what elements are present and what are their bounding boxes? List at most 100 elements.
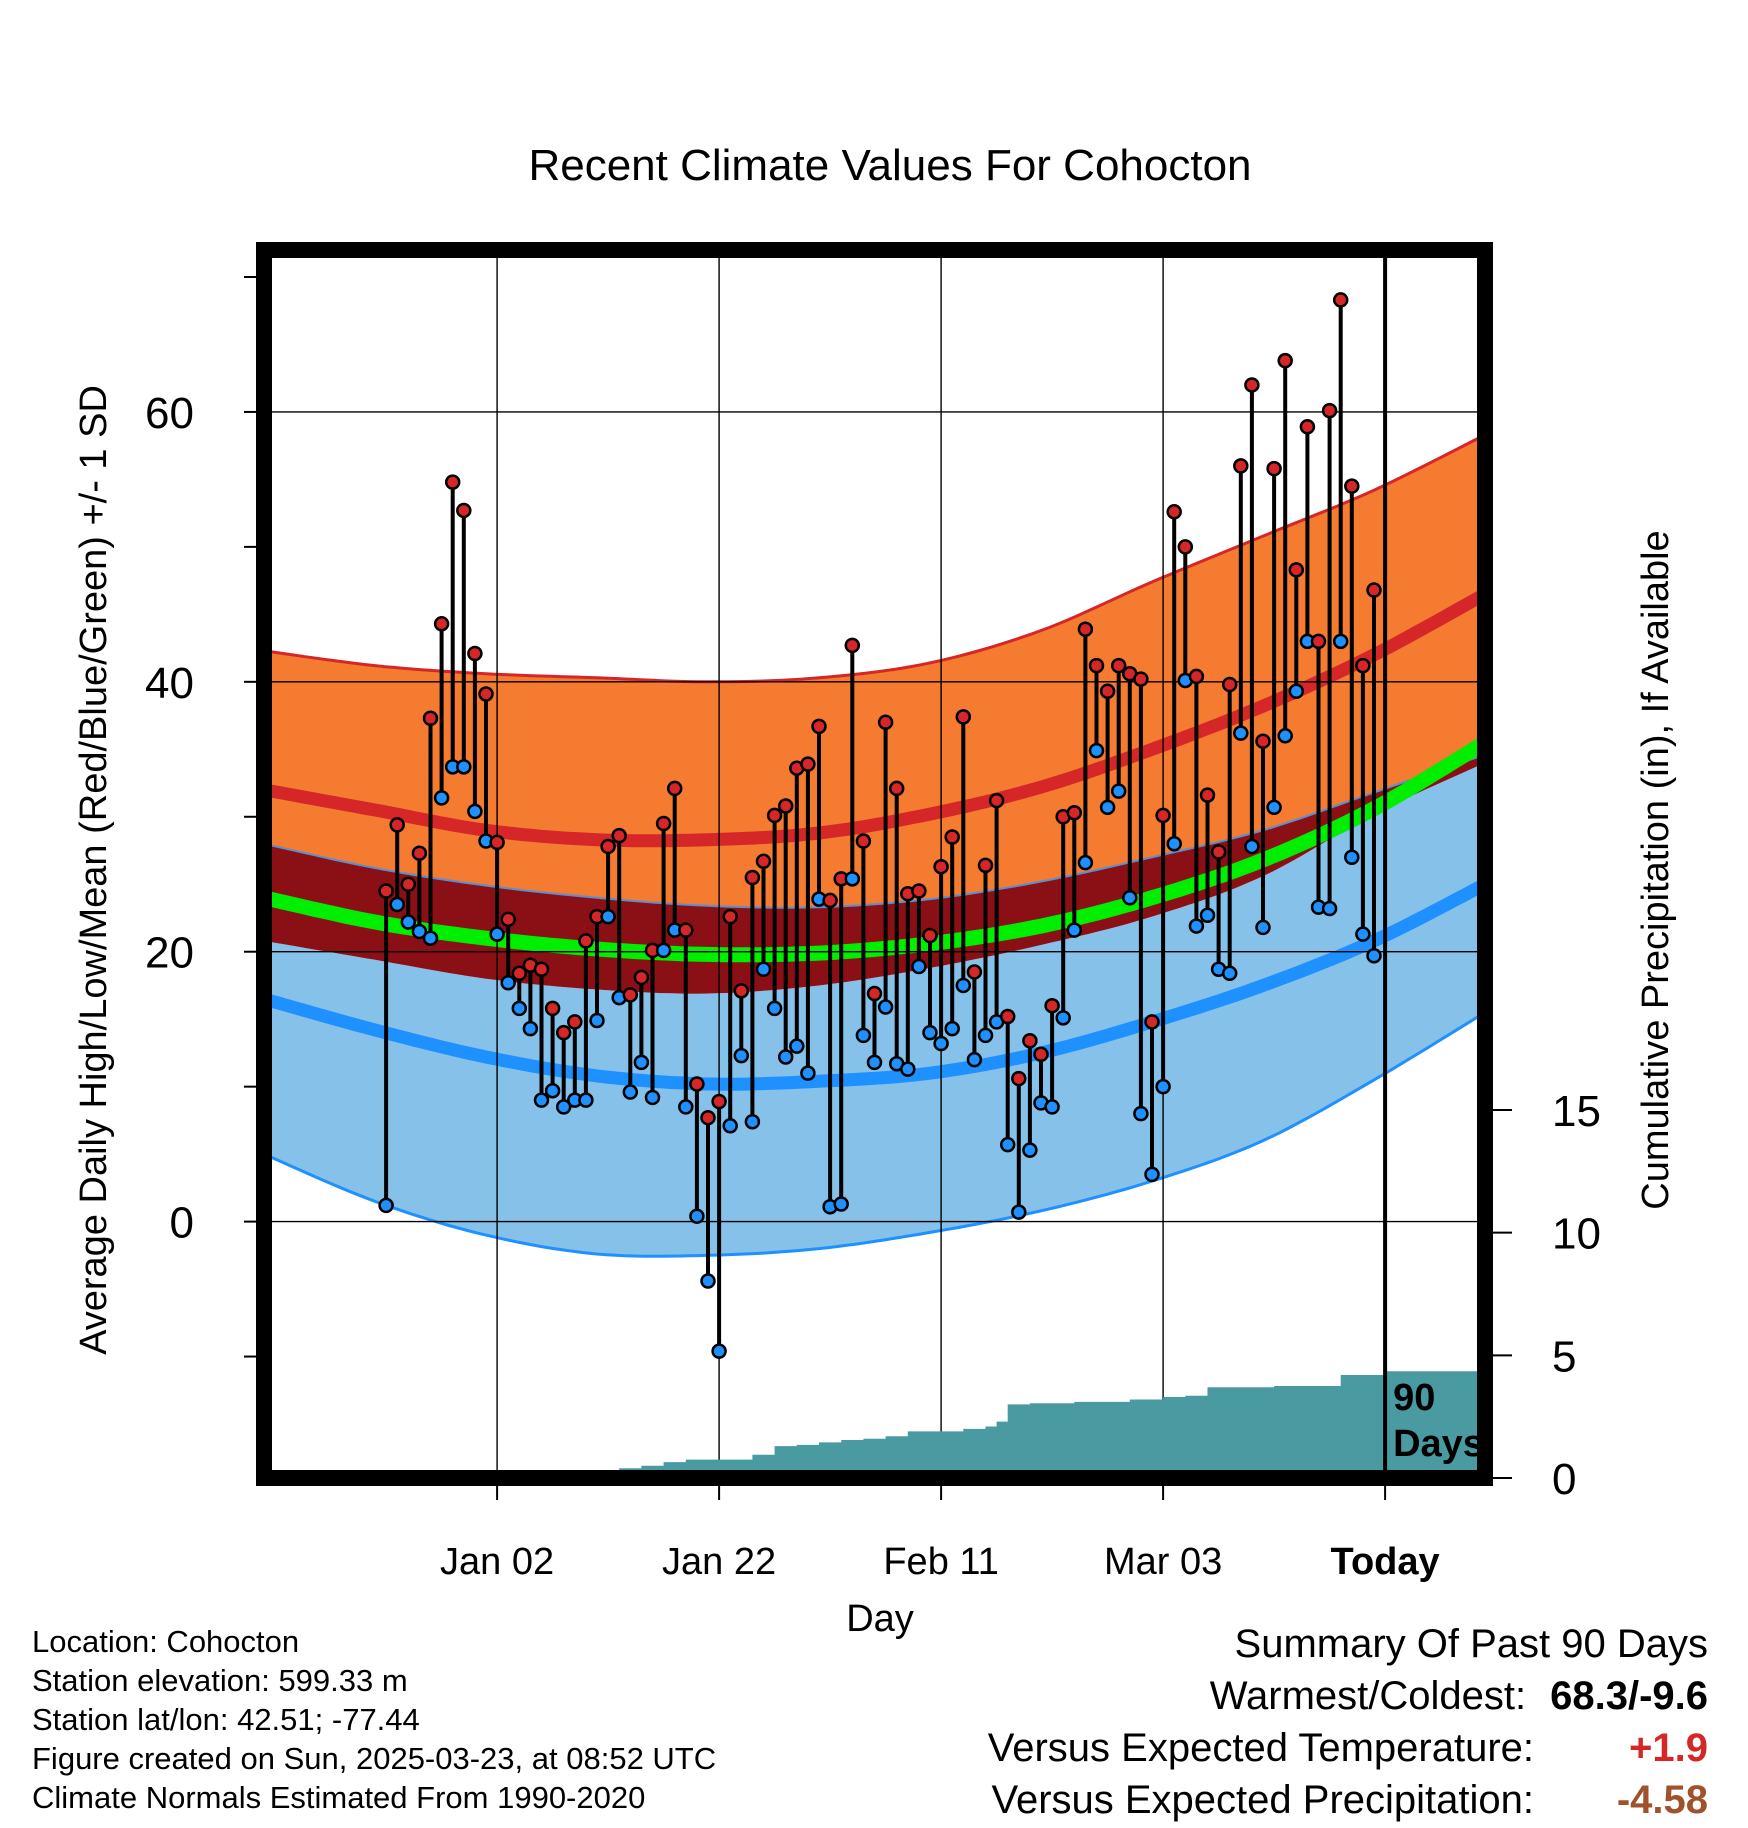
low-point [844, 871, 861, 887]
high-point [1277, 352, 1293, 369]
high-point [1022, 1033, 1038, 1049]
high-point [955, 709, 972, 725]
low-point [911, 958, 927, 975]
low-point [744, 1113, 761, 1130]
low-lower-line [263, 1011, 1486, 1258]
high-point [1244, 377, 1260, 393]
high-point [733, 983, 750, 999]
y-tick-label: 60 [145, 389, 194, 438]
band-overlap [264, 754, 1485, 994]
low-point [922, 1024, 938, 1041]
low-point [955, 977, 972, 994]
low-point [789, 1038, 805, 1054]
x-tick-label: Today [1331, 1541, 1440, 1583]
high-point [877, 714, 894, 731]
high-normal-band [264, 434, 1485, 908]
summary-temp-label: Versus Expected Temperature: [987, 1726, 1534, 1770]
low-point [622, 1084, 639, 1100]
high-point [511, 965, 528, 982]
low-point [378, 1197, 394, 1214]
low-point [578, 1092, 594, 1108]
high-point [389, 817, 405, 833]
high-lower-line [263, 753, 1486, 909]
low-point [500, 975, 516, 991]
low-point [1332, 633, 1349, 650]
high-upper-line [263, 433, 1486, 684]
y2-axis-label: Cumulative Precipitation (in), If Availa… [1635, 530, 1677, 1209]
low-point [900, 1061, 916, 1077]
low-point [1355, 926, 1371, 942]
high-point [1355, 657, 1371, 674]
summary-panel: Summary Of Past 90 Days Warmest/Coldest:… [988, 1618, 1708, 1826]
high-point [844, 637, 861, 654]
low-point [1066, 922, 1083, 938]
low-point [800, 1065, 816, 1081]
low-point [1221, 965, 1238, 982]
high-point [489, 834, 505, 851]
high-point [633, 969, 650, 986]
low-point [1055, 1010, 1071, 1026]
low-point [866, 1054, 883, 1071]
low-point [555, 1099, 572, 1115]
high-point [666, 780, 683, 797]
low-point [1277, 728, 1293, 744]
low-point [544, 1082, 561, 1099]
low-point [1044, 1099, 1060, 1115]
high-point [922, 927, 938, 944]
low-point [933, 1035, 949, 1052]
high-point [1344, 478, 1360, 494]
high-point [378, 883, 394, 899]
high-point [722, 908, 738, 925]
high-point [655, 815, 672, 832]
low-point [855, 1027, 872, 1044]
high-point [711, 1093, 727, 1110]
low-point [700, 1273, 716, 1289]
low-point [1188, 918, 1205, 934]
high-point [1066, 804, 1083, 821]
low-point [1288, 683, 1305, 700]
low-point [1110, 783, 1127, 799]
low-point [877, 999, 894, 1015]
x-axis-label: Day [846, 1598, 914, 1640]
high-point [866, 985, 883, 1002]
low-point [389, 896, 405, 913]
low-point [711, 1343, 727, 1359]
low-point [522, 1020, 539, 1037]
high-point [555, 1024, 572, 1041]
low-point [1011, 1204, 1027, 1220]
high-point [1310, 633, 1327, 650]
high-point [977, 857, 994, 874]
info-location: Location: Cohocton [32, 1624, 300, 1659]
high-point [1188, 668, 1205, 685]
low-point [1233, 725, 1249, 741]
high-point [1133, 671, 1149, 687]
low-point [1244, 838, 1260, 855]
low-point [1255, 919, 1271, 936]
low-point [1122, 889, 1138, 906]
high-point [500, 911, 516, 928]
low-point [777, 1049, 794, 1065]
summary-title: Summary Of Past 90 Days [1234, 1622, 1708, 1666]
high-point [467, 645, 483, 662]
low-point [533, 1092, 550, 1108]
summary-temp-value: +1.9 [1629, 1726, 1708, 1770]
y2-tick-label: 0 [1552, 1455, 1576, 1504]
low-point [1366, 948, 1382, 964]
summary-warmest-value: 68.3/-9.6 [1550, 1674, 1708, 1718]
low-point [678, 1099, 694, 1115]
x-tick-label: Mar 03 [1104, 1541, 1222, 1583]
today-days-label: Days [1393, 1423, 1484, 1465]
high-point [400, 876, 417, 892]
today-days-label: 90 [1393, 1377, 1435, 1419]
high-point [444, 474, 461, 490]
high-point [1233, 458, 1249, 474]
low-point [422, 930, 439, 946]
low-point [1133, 1105, 1149, 1122]
high-point [422, 710, 439, 727]
high-point [1221, 676, 1238, 693]
high-point [1011, 1070, 1027, 1087]
low-point [1344, 849, 1360, 866]
high-point [811, 718, 827, 735]
low-point [633, 1054, 650, 1071]
